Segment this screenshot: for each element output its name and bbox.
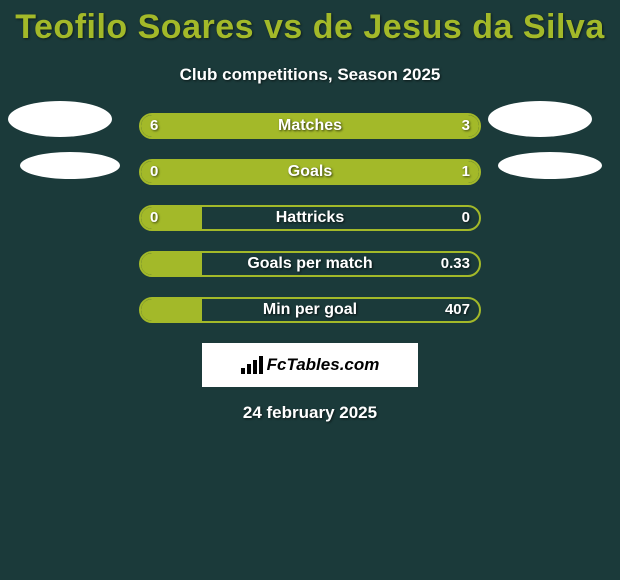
- stat-label: Goals per match: [139, 251, 481, 277]
- stat-label: Min per goal: [139, 297, 481, 323]
- logo-text: FcTables.com: [267, 355, 380, 375]
- player-right-oval: [498, 152, 602, 179]
- player-right-oval: [488, 101, 592, 137]
- stat-row: 01Goals: [0, 159, 620, 185]
- subtitle: Club competitions, Season 2025: [0, 65, 620, 85]
- date-text: 24 february 2025: [0, 403, 620, 423]
- chart-icon: [241, 356, 263, 374]
- logo-box: FcTables.com: [202, 343, 418, 387]
- stat-label: Hattricks: [139, 205, 481, 231]
- stat-row: 0.33Goals per match: [0, 251, 620, 277]
- page-title: Teofilo Soares vs de Jesus da Silva: [0, 0, 620, 47]
- player-left-oval: [20, 152, 120, 179]
- player-left-oval: [8, 101, 112, 137]
- stat-label: Goals: [139, 159, 481, 185]
- stat-row: 407Min per goal: [0, 297, 620, 323]
- stat-row: 00Hattricks: [0, 205, 620, 231]
- logo: FcTables.com: [241, 355, 380, 375]
- stat-row: 63Matches: [0, 113, 620, 139]
- stats-rows: 63Matches 01Goals 00Hattricks 0.33Goals per…: [0, 113, 620, 323]
- stat-label: Matches: [139, 113, 481, 139]
